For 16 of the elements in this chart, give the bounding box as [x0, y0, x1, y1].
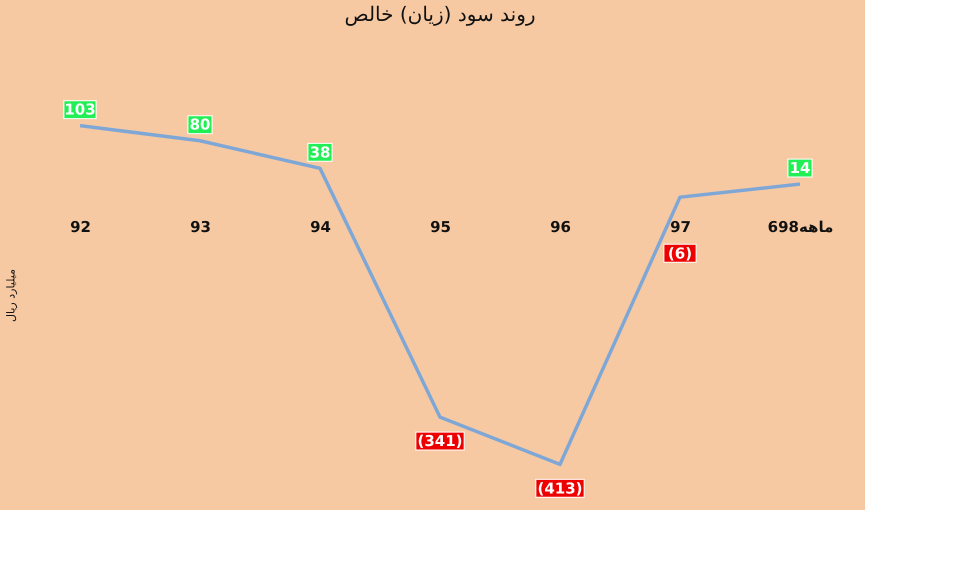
x-tick-label: 95 — [430, 218, 451, 236]
data-label: (341) — [417, 432, 463, 450]
data-label: (6) — [668, 244, 692, 262]
x-tick-label: 96 — [550, 218, 571, 236]
y-axis-title: میلیارد ریال — [4, 268, 18, 322]
data-label: 103 — [64, 100, 96, 119]
x-tick-label: 92 — [70, 218, 91, 236]
x-tick-label: 6ماهه98 — [768, 218, 834, 236]
data-label: (413) — [537, 479, 583, 498]
x-tick-label: 97 — [670, 218, 691, 236]
x-tick-label: 93 — [190, 218, 211, 236]
data-label: 14 — [790, 159, 810, 178]
data-label: 38 — [310, 143, 330, 162]
chart-title: روند سود (زیان) خالص — [344, 2, 536, 26]
x-tick-label: 94 — [310, 218, 331, 236]
data-label: 80 — [190, 116, 210, 134]
